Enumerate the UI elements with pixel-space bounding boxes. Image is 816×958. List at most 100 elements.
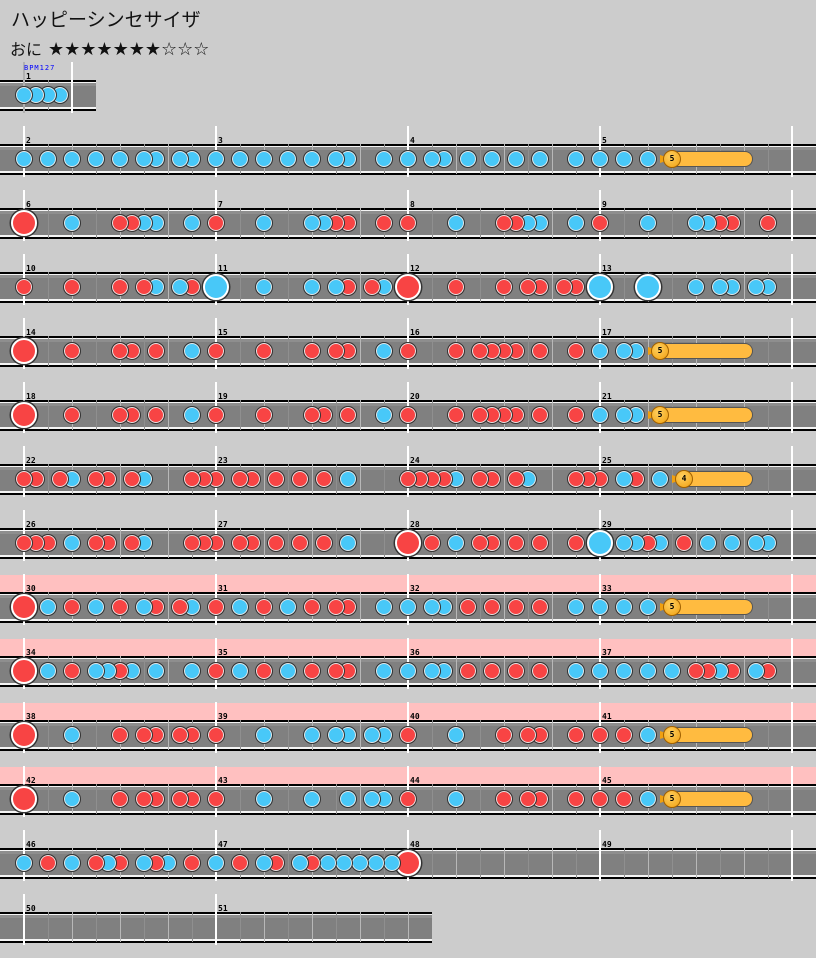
big-don-note	[395, 530, 421, 556]
chart-row: 18 19 20 21 5	[0, 382, 816, 446]
measure-number: 49	[602, 840, 612, 849]
ka-note	[591, 406, 609, 424]
ka-note	[339, 790, 357, 808]
don-note	[519, 726, 537, 744]
ka-note	[15, 150, 33, 168]
beat-line	[336, 784, 337, 814]
measure-number: 7	[218, 200, 223, 209]
beat-line	[480, 144, 481, 174]
measure-number: 40	[410, 712, 420, 721]
don-note	[147, 342, 165, 360]
beat-line	[288, 912, 289, 942]
beat-line	[336, 912, 337, 942]
don-note	[111, 406, 129, 424]
ka-note	[39, 662, 57, 680]
don-note	[459, 598, 477, 616]
beat-line	[768, 144, 769, 174]
beat-line	[528, 336, 529, 366]
balloon-note: 5	[663, 790, 681, 808]
beat-line	[528, 144, 529, 174]
difficulty-line: おに ★★★★★★★☆☆☆	[10, 36, 209, 60]
beat-line	[360, 272, 361, 302]
beat-line	[432, 400, 433, 430]
don-note	[399, 406, 417, 424]
ka-note	[231, 662, 249, 680]
don-note	[399, 214, 417, 232]
measure-bar-line	[791, 318, 793, 369]
big-ka-note	[203, 274, 229, 300]
measure-number: 4	[410, 136, 415, 145]
don-note	[495, 790, 513, 808]
measure-number: 6	[26, 200, 31, 209]
beat-line	[312, 528, 313, 558]
beat-line	[168, 272, 169, 302]
measure-number: 34	[26, 648, 36, 657]
don-note	[111, 342, 129, 360]
balloon-note: 5	[651, 342, 669, 360]
beat-line	[768, 336, 769, 366]
measure-bar-line	[791, 702, 793, 753]
ka-note	[399, 150, 417, 168]
ka-note	[615, 342, 633, 360]
ka-note	[383, 854, 401, 872]
ka-note	[531, 150, 549, 168]
ka-note	[639, 214, 657, 232]
don-note	[567, 534, 585, 552]
measure-bar-line	[791, 254, 793, 305]
measure-number: 30	[26, 584, 36, 593]
ka-note	[747, 662, 765, 680]
ka-note	[135, 598, 153, 616]
don-note	[231, 534, 249, 552]
balloon-roll-bar	[672, 791, 753, 807]
beat-line	[528, 400, 529, 430]
measure-number: 21	[602, 392, 612, 401]
don-note	[207, 406, 225, 424]
don-note	[291, 470, 309, 488]
ka-note	[567, 214, 585, 232]
beat-line	[168, 400, 169, 430]
big-don-note	[11, 338, 37, 364]
beat-line	[552, 656, 553, 686]
ka-note	[231, 150, 249, 168]
measure-number: 33	[602, 584, 612, 593]
ka-note	[327, 726, 345, 744]
measure-number: 16	[410, 328, 420, 337]
don-note	[291, 534, 309, 552]
don-note	[39, 854, 57, 872]
don-note	[399, 726, 417, 744]
beat-line	[144, 912, 145, 942]
ka-note	[567, 598, 585, 616]
don-note	[87, 854, 105, 872]
chart-row: 1 BPM127	[0, 62, 96, 126]
don-note	[207, 214, 225, 232]
beat-line	[48, 720, 49, 750]
don-note	[111, 214, 129, 232]
don-note	[399, 342, 417, 360]
beat-line	[480, 208, 481, 238]
don-note	[567, 342, 585, 360]
measure-number: 47	[218, 840, 228, 849]
beat-line	[336, 400, 337, 430]
measure-number: 10	[26, 264, 36, 273]
measure-bar-line	[791, 446, 793, 497]
beat-line	[96, 784, 97, 814]
ka-note	[255, 150, 273, 168]
beat-line	[456, 656, 457, 686]
beat-line	[744, 272, 745, 302]
ka-note	[303, 790, 321, 808]
measure-number: 41	[602, 712, 612, 721]
ka-note	[303, 278, 321, 296]
measure-number: 3	[218, 136, 223, 145]
big-ka-note	[587, 274, 613, 300]
beat-line	[720, 848, 721, 878]
beat-line	[96, 208, 97, 238]
ka-note	[423, 150, 441, 168]
beat-line	[312, 464, 313, 494]
beat-line	[672, 208, 673, 238]
beat-line	[552, 784, 553, 814]
ka-note	[639, 598, 657, 616]
don-note	[183, 534, 201, 552]
don-note	[567, 470, 585, 488]
don-note	[63, 406, 81, 424]
beat-line	[48, 912, 49, 942]
